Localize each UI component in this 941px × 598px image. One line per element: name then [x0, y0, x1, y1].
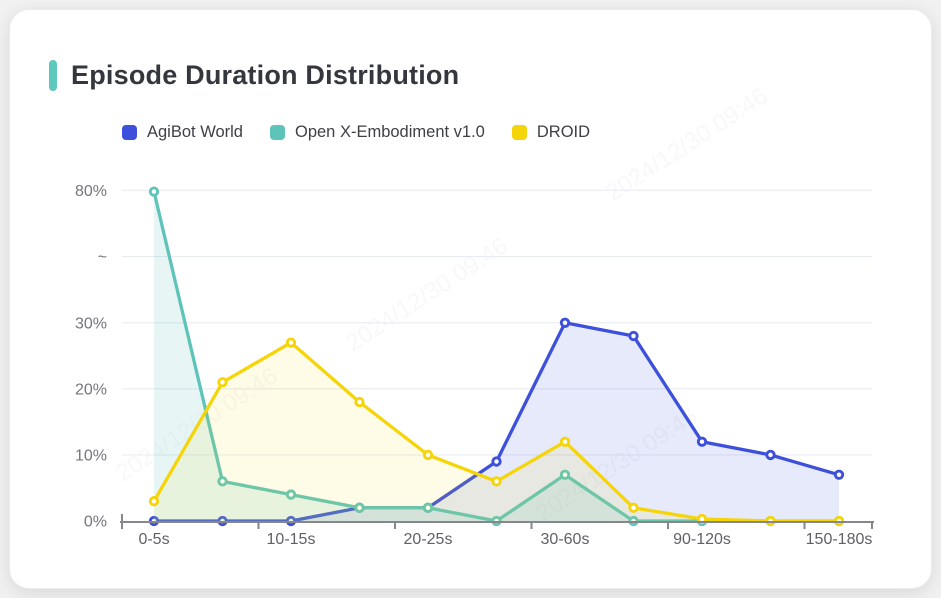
legend-label-droid: DROID: [536, 123, 591, 141]
data-point-open-x-embodiment-v1-0[interactable]: [354, 502, 365, 513]
data-point-agibot-world[interactable]: [696, 436, 708, 447]
data-point-droid[interactable]: [285, 337, 297, 348]
title-row: Episode Duration Distribution: [49, 60, 459, 91]
x-axis-label: 150-180s: [806, 531, 873, 548]
y-axis-label: 0%: [84, 514, 107, 531]
data-point-open-x-embodiment-v1-0[interactable]: [422, 502, 434, 513]
data-point-droid[interactable]: [217, 377, 228, 388]
watermark-text: 2024/12/30 09:46: [601, 83, 772, 207]
legend-item-droid[interactable]: DROID: [511, 123, 591, 142]
legend-swatch-agibot-world: [122, 125, 137, 140]
y-axis-label: 80%: [75, 183, 107, 200]
legend-item-agibot-world[interactable]: AgiBot World: [122, 123, 243, 142]
series-area-agibot-world: [154, 322, 839, 521]
data-point-droid[interactable]: [559, 436, 571, 447]
y-axis-label: 30%: [75, 315, 107, 332]
legend-item-open-x-embodiment-v1-0[interactable]: Open X-Embodiment v1.0: [270, 123, 485, 142]
data-point-agibot-world[interactable]: [765, 449, 776, 461]
x-axis-label: 30-60s: [541, 531, 590, 548]
y-axis-label: 20%: [75, 381, 107, 398]
data-point-agibot-world[interactable]: [833, 469, 845, 480]
y-axis-label: 10%: [75, 447, 107, 464]
legend-label-open-x-embodiment-v1-0: Open X-Embodiment v1.0: [295, 123, 485, 141]
title-accent-bar: [49, 60, 57, 91]
data-point-open-x-embodiment-v1-0[interactable]: [217, 476, 228, 487]
page-title: Episode Duration Distribution: [71, 60, 460, 90]
legend-swatch-open-x-embodiment-v1-0: [270, 125, 285, 140]
x-axis-label: 90-120s: [673, 531, 731, 548]
legend-swatch-droid: [511, 125, 527, 140]
data-point-droid[interactable]: [491, 476, 502, 487]
x-axis-label: 0-5s: [138, 531, 169, 548]
chart-legend: AgiBot World Open X-Embodiment v1.0 DROID: [122, 123, 590, 142]
series-area-droid: [154, 342, 839, 521]
x-axis-label: 20-25s: [404, 531, 453, 548]
data-point-agibot-world[interactable]: [559, 317, 571, 328]
x-axis-label: 10-15s: [267, 531, 316, 548]
data-point-droid[interactable]: [628, 502, 639, 513]
data-point-open-x-embodiment-v1-0[interactable]: [285, 489, 297, 500]
y-axis-label: ~: [98, 249, 107, 266]
data-point-droid[interactable]: [422, 449, 434, 461]
legend-label-agibot-world: AgiBot World: [147, 123, 243, 141]
data-point-droid[interactable]: [354, 396, 365, 408]
watermark-text: 2024/12/30 09:46: [341, 233, 512, 357]
series-area-open-x-embodiment-v1-0: [154, 191, 839, 521]
data-point-open-x-embodiment-v1-0[interactable]: [148, 186, 160, 197]
data-point-agibot-world[interactable]: [491, 456, 502, 467]
data-point-open-x-embodiment-v1-0[interactable]: [559, 469, 571, 480]
data-point-droid[interactable]: [148, 496, 160, 507]
data-point-agibot-world[interactable]: [628, 330, 639, 342]
chart-card: Episode Duration Distribution AgiBot Wor…: [9, 9, 932, 589]
